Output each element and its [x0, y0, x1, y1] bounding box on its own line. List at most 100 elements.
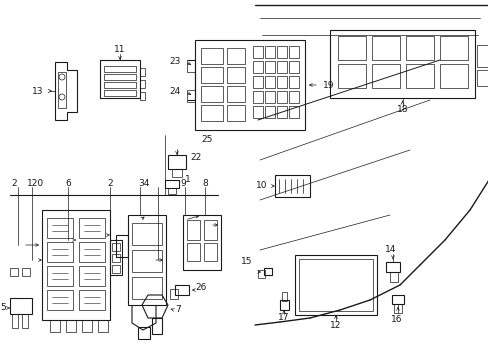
- Bar: [405, 64, 433, 88]
- Bar: [252, 91, 263, 103]
- Text: 16: 16: [390, 315, 402, 324]
- Bar: [186, 90, 195, 102]
- Text: 6: 6: [65, 179, 71, 188]
- Bar: [50, 320, 60, 332]
- Bar: [389, 272, 397, 282]
- Text: 14: 14: [385, 246, 396, 255]
- Bar: [104, 90, 136, 96]
- Bar: [132, 277, 162, 299]
- Bar: [201, 86, 223, 102]
- Bar: [391, 295, 403, 304]
- Bar: [195, 40, 305, 130]
- Text: 10: 10: [255, 181, 266, 190]
- Text: 22: 22: [190, 153, 201, 162]
- Bar: [276, 106, 286, 118]
- Bar: [47, 266, 73, 286]
- Text: 23: 23: [169, 58, 181, 67]
- Bar: [186, 60, 195, 72]
- Bar: [252, 106, 263, 118]
- Bar: [288, 46, 298, 58]
- Bar: [298, 259, 372, 311]
- Bar: [282, 292, 286, 301]
- Bar: [100, 60, 140, 98]
- Bar: [264, 106, 274, 118]
- Bar: [226, 67, 244, 83]
- Bar: [164, 180, 179, 188]
- Text: 120: 120: [27, 179, 44, 188]
- Bar: [264, 91, 274, 103]
- Bar: [288, 61, 298, 73]
- Bar: [371, 64, 399, 88]
- Bar: [112, 254, 120, 262]
- Bar: [201, 105, 223, 121]
- Bar: [140, 80, 145, 88]
- Text: 2: 2: [107, 179, 113, 188]
- Bar: [439, 36, 467, 60]
- Bar: [82, 320, 92, 332]
- Bar: [276, 61, 286, 73]
- Bar: [203, 243, 217, 261]
- Bar: [172, 169, 182, 177]
- Bar: [288, 106, 298, 118]
- Bar: [140, 92, 145, 100]
- Bar: [112, 265, 120, 273]
- Bar: [58, 72, 66, 108]
- Bar: [138, 327, 150, 339]
- Bar: [47, 242, 73, 262]
- Bar: [203, 220, 217, 240]
- Text: 7: 7: [175, 306, 181, 315]
- Bar: [132, 223, 162, 245]
- Bar: [47, 218, 73, 238]
- Bar: [112, 243, 120, 251]
- Bar: [128, 215, 165, 305]
- Bar: [252, 76, 263, 88]
- Bar: [10, 298, 32, 314]
- Bar: [183, 215, 221, 270]
- Bar: [42, 210, 110, 320]
- Bar: [337, 64, 365, 88]
- Text: 25: 25: [201, 135, 212, 144]
- Bar: [264, 61, 274, 73]
- Bar: [186, 220, 200, 240]
- Bar: [12, 314, 18, 328]
- Bar: [79, 242, 105, 262]
- Bar: [371, 36, 399, 60]
- Bar: [288, 91, 298, 103]
- Bar: [258, 270, 264, 278]
- Bar: [132, 250, 162, 272]
- Bar: [140, 68, 145, 76]
- Bar: [186, 243, 200, 261]
- Bar: [116, 235, 128, 257]
- Bar: [276, 76, 286, 88]
- Bar: [10, 268, 18, 276]
- Text: 5: 5: [0, 303, 6, 312]
- Bar: [276, 46, 286, 58]
- Bar: [152, 318, 162, 334]
- Text: 34: 34: [138, 179, 149, 188]
- Text: 8: 8: [202, 179, 207, 188]
- Bar: [405, 36, 433, 60]
- Bar: [476, 70, 488, 86]
- Bar: [104, 74, 136, 80]
- Bar: [201, 67, 223, 83]
- Bar: [22, 268, 30, 276]
- Text: 24: 24: [169, 87, 181, 96]
- Bar: [280, 300, 288, 310]
- Bar: [98, 320, 108, 332]
- Text: 9: 9: [180, 179, 185, 188]
- Bar: [264, 76, 274, 88]
- Text: 11: 11: [114, 45, 125, 54]
- Bar: [170, 289, 178, 299]
- Bar: [294, 255, 376, 315]
- Bar: [79, 218, 105, 238]
- Bar: [226, 105, 244, 121]
- Bar: [104, 82, 136, 88]
- Bar: [104, 66, 136, 72]
- Bar: [226, 86, 244, 102]
- Bar: [22, 314, 28, 328]
- Bar: [264, 268, 271, 275]
- Bar: [276, 91, 286, 103]
- Text: 17: 17: [278, 314, 289, 323]
- Text: 19: 19: [323, 81, 334, 90]
- Bar: [274, 175, 309, 197]
